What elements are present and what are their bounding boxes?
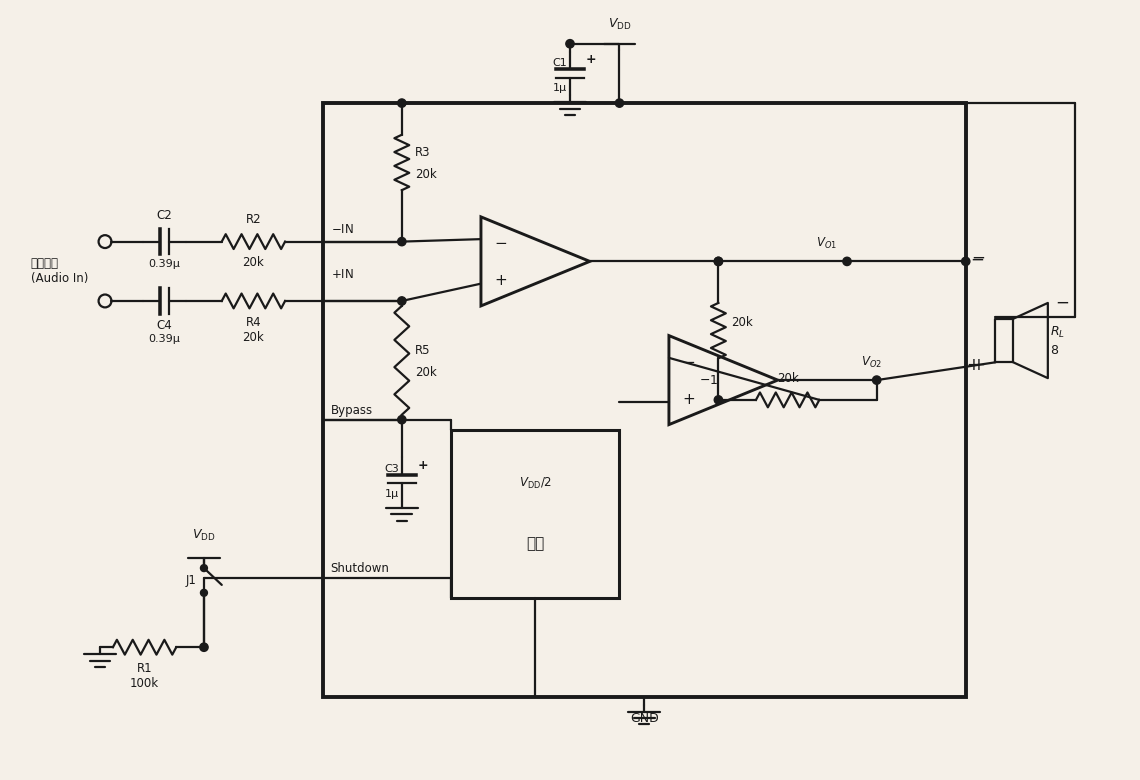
Text: $-$: $-$ — [1056, 292, 1069, 311]
Text: $+$: $+$ — [682, 392, 695, 407]
Text: R5: R5 — [415, 344, 430, 357]
Bar — [323, 103, 966, 697]
Circle shape — [201, 565, 207, 572]
Text: 8: 8 — [1050, 344, 1058, 357]
Text: Shutdown: Shutdown — [331, 562, 390, 575]
Text: 100k: 100k — [130, 677, 160, 690]
Text: C4: C4 — [156, 319, 172, 332]
Circle shape — [201, 590, 207, 596]
Text: 20k: 20k — [243, 331, 264, 344]
Text: $-$IN: $-$IN — [331, 223, 353, 236]
Text: 0.39μ: 0.39μ — [148, 334, 180, 344]
Circle shape — [616, 99, 624, 108]
Text: $+$: $+$ — [967, 356, 980, 374]
Circle shape — [872, 376, 881, 385]
Text: R3: R3 — [415, 146, 430, 159]
Text: C3: C3 — [384, 464, 399, 474]
Text: C2: C2 — [156, 209, 172, 222]
Text: $-$: $-$ — [970, 247, 985, 265]
Text: +: + — [586, 54, 596, 66]
Text: $-$: $-$ — [494, 234, 507, 250]
Text: R4: R4 — [245, 316, 261, 329]
Text: R2: R2 — [245, 213, 261, 225]
Circle shape — [398, 297, 406, 305]
Text: 20k: 20k — [415, 366, 437, 379]
Text: +: + — [417, 459, 429, 472]
Text: 20k: 20k — [243, 257, 264, 269]
Circle shape — [715, 257, 723, 265]
Text: 1μ: 1μ — [553, 83, 567, 94]
Text: $+$IN: $+$IN — [331, 268, 353, 281]
Text: $-1$: $-1$ — [699, 374, 718, 387]
Circle shape — [715, 257, 723, 265]
Text: $V_{\rm DD}$: $V_{\rm DD}$ — [608, 16, 632, 32]
Circle shape — [398, 99, 406, 108]
Circle shape — [200, 643, 209, 651]
Circle shape — [565, 40, 575, 48]
Text: $+$: $+$ — [971, 356, 985, 374]
Text: 20k: 20k — [776, 372, 798, 385]
Text: 偏置: 偏置 — [527, 537, 545, 551]
Text: 20k: 20k — [731, 316, 754, 329]
Circle shape — [842, 257, 852, 265]
Text: C1: C1 — [552, 58, 567, 69]
Circle shape — [398, 237, 406, 246]
Text: $R_L$: $R_L$ — [1050, 325, 1065, 340]
Circle shape — [398, 416, 406, 424]
Text: $V_{O2}$: $V_{O2}$ — [861, 355, 882, 370]
Text: $+$: $+$ — [494, 274, 507, 289]
Text: 1μ: 1μ — [384, 489, 399, 499]
Circle shape — [715, 395, 723, 404]
Text: J1: J1 — [185, 574, 196, 587]
Text: Bypass: Bypass — [331, 404, 373, 417]
Text: 0.39μ: 0.39μ — [148, 260, 180, 269]
Text: GND: GND — [629, 711, 659, 725]
Text: $-$: $-$ — [970, 250, 984, 268]
Text: $V_{O1}$: $V_{O1}$ — [816, 236, 837, 251]
Text: $-$: $-$ — [682, 353, 695, 368]
Circle shape — [961, 257, 970, 265]
Text: 音频输入
(Audio In): 音频输入 (Audio In) — [31, 257, 88, 285]
Text: 20k: 20k — [415, 168, 437, 181]
Text: R1: R1 — [137, 662, 153, 675]
Bar — [451, 430, 619, 597]
Text: $V_{\rm DD}$: $V_{\rm DD}$ — [193, 528, 215, 544]
Text: $V_{\rm DD}/2$: $V_{\rm DD}/2$ — [519, 476, 552, 491]
